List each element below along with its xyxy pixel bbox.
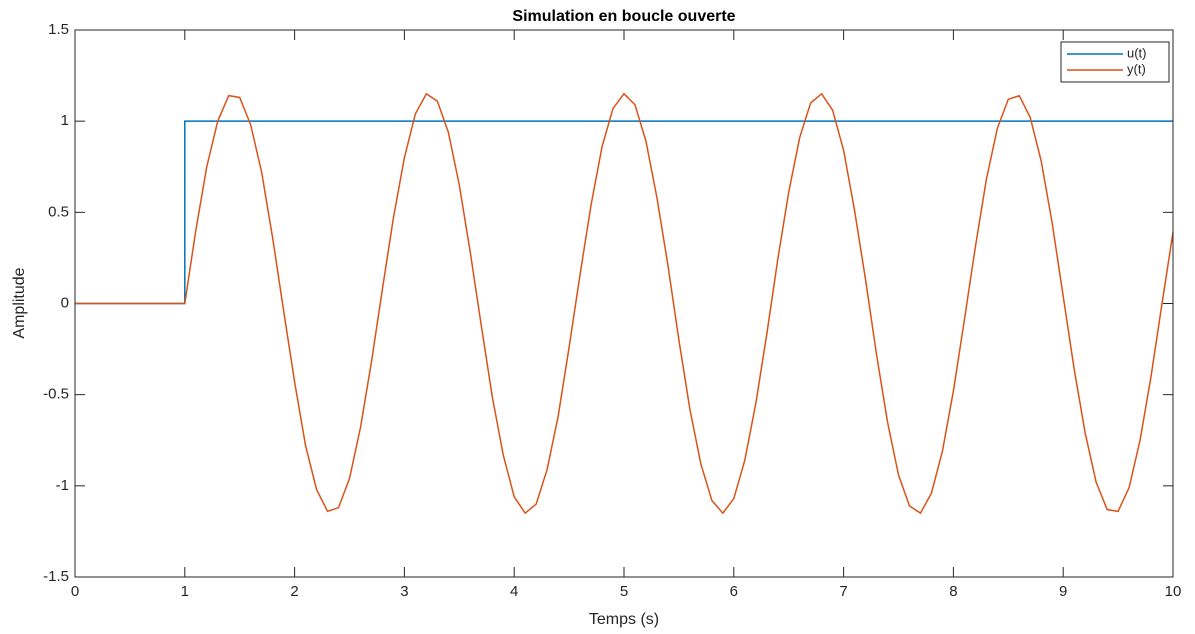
y-tick-label: -1.5 [43,568,69,585]
x-tick-label: 1 [181,583,189,600]
x-tick-label: 8 [949,583,957,600]
x-tick-label: 2 [290,583,298,600]
y-tick-label: 1 [61,112,69,129]
plot-area [75,30,1173,577]
line-series [75,92,1174,515]
axes-box [74,29,1174,578]
legend-label: u(t) [1127,45,1147,60]
legend-box [1060,41,1170,83]
y-axis-label: Amplitude [11,267,28,338]
x-tick-label: 10 [1165,583,1182,600]
x-tick-label: 0 [71,583,79,600]
chart-title: Simulation en boucle ouverte [512,8,735,25]
x-tick-label: 4 [510,583,518,600]
y-tick-label: 1.5 [48,21,69,38]
x-tick-label: 5 [620,583,628,600]
x-axis-label: Temps (s) [589,611,659,628]
legend-label: y(t) [1127,61,1146,76]
y-tick-label: -1 [56,477,69,494]
x-tick-label: 7 [839,583,847,600]
x-tick-label: 9 [1059,583,1067,600]
x-tick-label: 3 [400,583,408,600]
y-tick-label: 0.5 [48,203,69,220]
y-tick-label: -0.5 [43,386,69,403]
x-tick-label: 6 [730,583,738,600]
y-tick-label: 0 [61,294,69,311]
